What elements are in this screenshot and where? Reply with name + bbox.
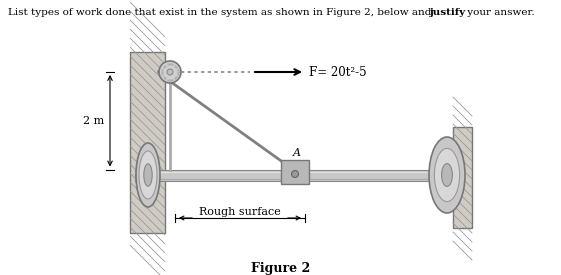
Ellipse shape bbox=[136, 143, 160, 207]
Text: Figure 2: Figure 2 bbox=[251, 262, 311, 275]
Text: List types of work done that exist in the system as shown in Figure 2, below and: List types of work done that exist in th… bbox=[8, 8, 435, 17]
Circle shape bbox=[167, 69, 173, 75]
Ellipse shape bbox=[434, 148, 459, 202]
Text: F= 20t²-5: F= 20t²-5 bbox=[309, 65, 367, 78]
Text: your answer.: your answer. bbox=[464, 8, 535, 17]
Circle shape bbox=[159, 61, 181, 83]
Text: Rough surface: Rough surface bbox=[199, 207, 281, 217]
Bar bbox=[281, 160, 309, 184]
Text: A: A bbox=[293, 148, 301, 158]
Text: 2 m: 2 m bbox=[83, 116, 104, 126]
Circle shape bbox=[292, 170, 298, 177]
Text: justify: justify bbox=[430, 8, 466, 17]
Ellipse shape bbox=[429, 137, 465, 213]
Bar bbox=[130, 52, 165, 233]
Ellipse shape bbox=[139, 151, 157, 199]
Bar bbox=[135, 169, 458, 180]
Bar bbox=[453, 127, 472, 228]
Ellipse shape bbox=[144, 164, 152, 186]
Ellipse shape bbox=[442, 164, 452, 186]
